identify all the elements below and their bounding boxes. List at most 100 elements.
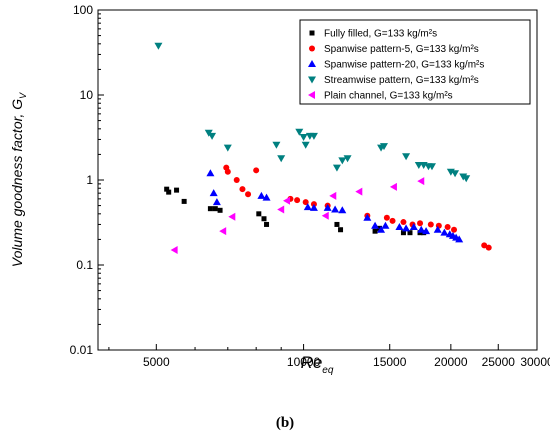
data-point: [245, 191, 252, 198]
data-point: [206, 169, 215, 177]
data-point: [295, 128, 304, 136]
data-point: [309, 132, 318, 140]
data-point: [389, 182, 397, 191]
data-point: [212, 198, 221, 206]
series-3: [206, 169, 464, 243]
data-point: [170, 246, 178, 255]
data-point: [219, 227, 227, 236]
data-point: [299, 134, 308, 142]
data-point: [277, 155, 286, 163]
series-5: [170, 177, 425, 255]
data-point: [395, 222, 404, 230]
data-point: [417, 220, 424, 227]
data-point: [379, 143, 388, 151]
data-point: [264, 221, 270, 227]
data-point: [174, 187, 180, 193]
data-point: [212, 206, 218, 212]
data-point: [233, 177, 240, 183]
legend-marker: [309, 45, 315, 52]
data-point: [331, 205, 340, 213]
data-point: [309, 203, 318, 211]
y-axis-title-sub: V: [18, 92, 28, 99]
data-point: [338, 157, 347, 165]
data-point: [239, 186, 246, 193]
data-point: [444, 223, 451, 230]
data-point: [338, 206, 347, 214]
data-point: [294, 197, 301, 204]
data-point: [402, 153, 411, 161]
x-tick-label: 15000: [373, 355, 407, 369]
data-point: [417, 225, 426, 233]
data-point: [451, 170, 460, 178]
data-point: [283, 196, 291, 205]
data-point: [332, 164, 341, 172]
data-point: [338, 227, 344, 233]
y-tick-label: 10: [80, 88, 94, 102]
data-point: [440, 228, 449, 236]
data-point: [207, 206, 213, 212]
x-tick-label: 20000: [434, 355, 468, 369]
legend-marker: [308, 76, 316, 84]
legend-label: Streamwise pattern, G=133 kg/m²s: [324, 75, 479, 86]
legend-label: Spanwise pattern-20, G=133 kg/m²s: [324, 60, 484, 71]
data-point: [257, 191, 266, 199]
data-point: [433, 225, 442, 233]
legend-label: Fully filled, G=133 kg/m²s: [324, 29, 437, 40]
panel-label: (b): [276, 415, 294, 431]
data-point: [166, 189, 172, 195]
series-4: [154, 42, 471, 183]
legend-label: Spanwise pattern-5, G=133 kg/m²s: [324, 44, 479, 55]
data-point: [417, 177, 425, 186]
data-point: [228, 212, 236, 221]
data-point: [409, 222, 418, 230]
data-point: [217, 207, 223, 213]
data-point: [301, 141, 310, 149]
legend-marker: [308, 60, 316, 67]
data-point: [208, 132, 217, 140]
data-point: [334, 221, 340, 227]
data-point: [402, 224, 411, 232]
data-point: [400, 230, 406, 236]
data-point: [389, 217, 396, 224]
data-point: [377, 225, 386, 233]
data-point: [485, 244, 492, 251]
data-point: [422, 227, 431, 235]
data-point: [181, 198, 187, 204]
data-point: [323, 203, 332, 211]
data-point: [462, 175, 471, 183]
data-point: [481, 242, 488, 249]
y-tick-label: 0.01: [70, 343, 94, 357]
data-point: [321, 211, 329, 220]
data-point: [343, 155, 352, 163]
data-point: [372, 228, 378, 234]
data-series-layer: [154, 42, 492, 255]
data-point: [427, 163, 436, 171]
data-point: [223, 144, 232, 152]
legend-label: Plain channel, G=133 kg/m²s: [324, 91, 453, 102]
x-axis-title: Reeq: [301, 353, 334, 376]
legend-marker: [309, 30, 315, 36]
data-point: [407, 230, 413, 236]
data-point: [272, 141, 281, 149]
data-point: [256, 211, 262, 217]
data-point: [302, 199, 309, 206]
data-point: [261, 216, 267, 222]
data-point: [371, 221, 380, 229]
data-point: [209, 189, 218, 197]
y-tick-label: 0.1: [76, 258, 93, 272]
x-tick-label: 10000: [287, 355, 321, 369]
data-point: [400, 219, 407, 226]
y-axis-title: Volume goodness factor, GV: [9, 92, 28, 267]
data-point: [262, 193, 271, 201]
data-point: [451, 226, 458, 233]
data-point: [329, 191, 337, 200]
legend-marker: [308, 91, 315, 99]
y-tick-label: 1: [86, 173, 93, 187]
data-point: [303, 203, 312, 211]
chart-legend: Fully filled, G=133 kg/m²s Spanwise patte…: [299, 19, 531, 105]
x-tick-label: 25000: [482, 355, 516, 369]
data-point: [427, 221, 434, 228]
